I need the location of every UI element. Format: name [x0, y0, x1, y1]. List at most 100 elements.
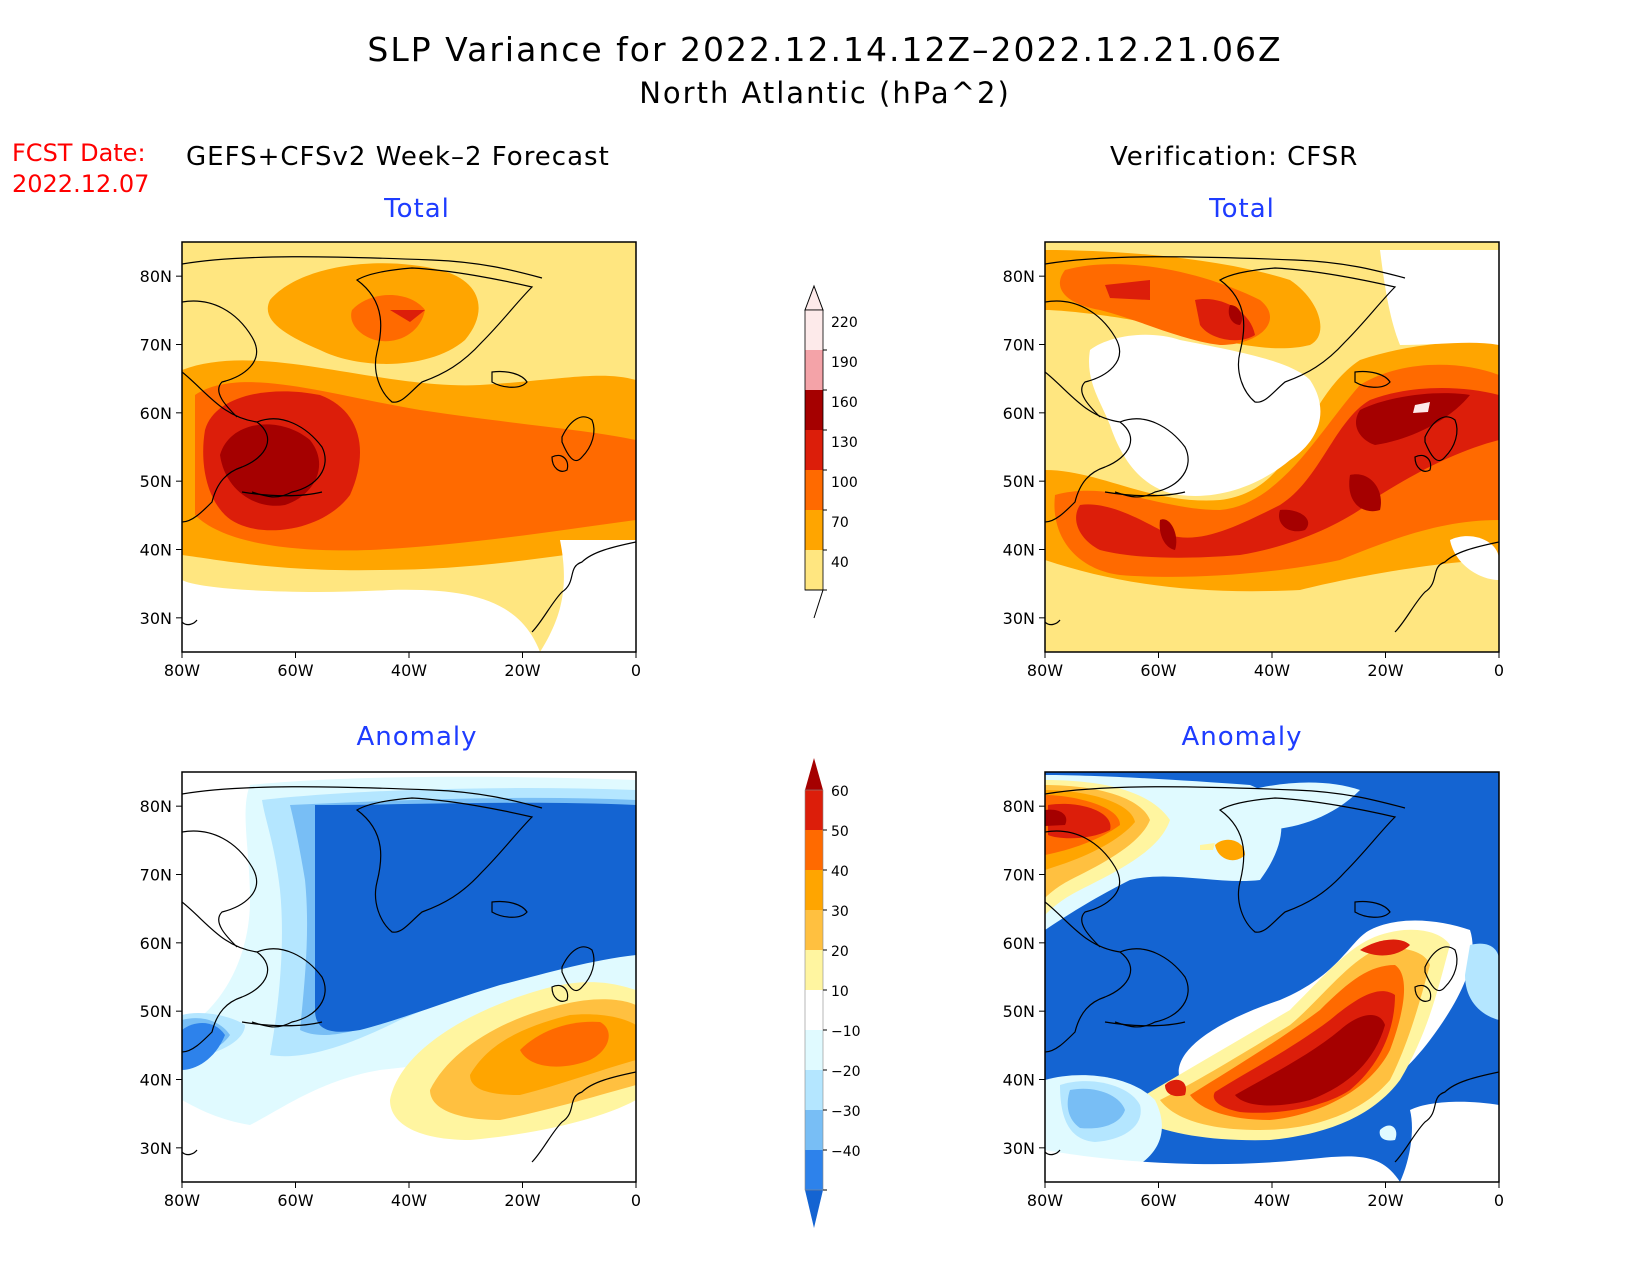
lon-label: 20W	[504, 661, 540, 680]
lat-label: 70N	[1003, 866, 1035, 885]
colorbar-total-label: 40	[831, 555, 849, 571]
lon-label: 0	[1494, 661, 1504, 680]
colorbar-anom-swatch	[805, 1030, 823, 1070]
lat-label: 30N	[140, 609, 172, 628]
lon-label: 80W	[1027, 661, 1063, 680]
lat-label: 80N	[140, 267, 172, 286]
colorbar-anom-label: 50	[831, 824, 849, 840]
lat-label: 30N	[1003, 609, 1035, 628]
lat-label: 50N	[1003, 1002, 1035, 1021]
colorbar-anom-swatch	[805, 790, 823, 830]
colorbar-total-label: 70	[831, 515, 849, 531]
lon-label: 60W	[277, 1191, 313, 1210]
colorbar-total-swatch	[805, 310, 823, 350]
lat-label: 50N	[1003, 472, 1035, 491]
fcst-date: 2022.12.07	[12, 170, 150, 198]
colorbar-anom-label: 20	[831, 944, 849, 960]
lon-label: 0	[631, 1191, 641, 1210]
panel-title-anomaly-forecast: Anomaly	[356, 722, 478, 752]
lon-label: 20W	[1367, 661, 1403, 680]
colorbar-anom-swatch	[805, 950, 823, 990]
colorbar-total-swatch	[805, 510, 823, 550]
axes-layer: 80N 70N 60N 50N 40N 30N 80W 60W 40W 20W 0 80N 70N 60N…	[140, 267, 1504, 1210]
colorbar-total-swatch	[805, 550, 823, 590]
colorbar-total-label: 220	[831, 315, 858, 331]
colorbar-total-bottom-cap	[805, 589, 824, 619]
colorbar-anom-label: 60	[831, 784, 849, 800]
lat-label: 80N	[140, 797, 172, 816]
lat-label: 40N	[1003, 1071, 1035, 1090]
panel-title-total-verification: Total	[1209, 194, 1275, 224]
lat-label: 80N	[1003, 797, 1035, 816]
colorbar-anom-bottom-triangle	[805, 1190, 823, 1228]
lat-label: 40N	[140, 1071, 172, 1090]
colorbar-anom-swatch	[805, 910, 823, 950]
colorbar-total-swatch	[805, 350, 823, 390]
lon-label: 0	[631, 661, 641, 680]
lon-label: 40W	[391, 1191, 427, 1210]
lat-label: 30N	[140, 1139, 172, 1158]
lon-label: 60W	[1140, 661, 1176, 680]
forecast-date-block: FCST Date: 2022.12.07	[12, 138, 149, 200]
lat-label: 30N	[1003, 1139, 1035, 1158]
lon-label: 40W	[1254, 1191, 1290, 1210]
panel-title-anomaly-verification: Anomaly	[1181, 722, 1303, 752]
colorbar-total-top-cap	[804, 284, 824, 311]
colorbar-anom-swatch	[805, 870, 823, 910]
colorbar-anom-swatch	[805, 1070, 823, 1110]
lat-label: 70N	[140, 336, 172, 355]
lat-label: 70N	[1003, 336, 1035, 355]
panel-title-total-forecast: Total	[384, 194, 450, 224]
verification-anomaly-map	[1045, 772, 1499, 1182]
lon-label: 20W	[1367, 1191, 1403, 1210]
lat-label: 40N	[1003, 541, 1035, 560]
lon-label: 40W	[1254, 661, 1290, 680]
colorbar-total-label: 190	[831, 355, 858, 371]
lon-label: 20W	[504, 1191, 540, 1210]
lon-label: 40W	[391, 661, 427, 680]
colorbar-anom-swatch	[805, 830, 823, 870]
colorbar-anom-label: 30	[831, 904, 849, 920]
lat-label: 60N	[140, 404, 172, 423]
lat-label: 60N	[140, 934, 172, 953]
colorbar-total-swatch	[805, 430, 823, 470]
colorbar-anom-label: −20	[831, 1064, 861, 1080]
colorbar-anom-swatch	[805, 990, 823, 1030]
lat-label: 50N	[140, 1002, 172, 1021]
colorbar-total-label: 130	[831, 435, 858, 451]
forecast-anomaly-map	[182, 772, 636, 1182]
lat-label: 60N	[1003, 934, 1035, 953]
fcst-label: FCST Date:	[12, 139, 146, 167]
colorbar-anom-label: 10	[831, 984, 849, 1000]
colorbar-anom-label: 40	[831, 864, 849, 880]
colorbar-total-swatch	[805, 470, 823, 510]
lat-label: 80N	[1003, 267, 1035, 286]
colorbar-total-frame	[804, 309, 824, 591]
chart-subtitle: North Atlantic (hPa^2)	[639, 76, 1011, 110]
colorbar-anom-swatch	[805, 1150, 823, 1190]
forecast-header: GEFS+CFSv2 Week–2 Forecast	[186, 142, 610, 172]
lat-label: 40N	[140, 541, 172, 560]
colorbar-total-label: 100	[831, 475, 858, 491]
lon-label: 80W	[1027, 1191, 1063, 1210]
verification-total-map	[1045, 242, 1499, 652]
lat-label: 50N	[140, 472, 172, 491]
lat-label: 70N	[140, 866, 172, 885]
lon-label: 60W	[277, 661, 313, 680]
colorbar-total-swatch	[805, 390, 823, 430]
colorbar-anom-swatch	[805, 1110, 823, 1150]
lon-label: 80W	[164, 1191, 200, 1210]
lon-label: 80W	[164, 661, 200, 680]
forecast-total-map	[182, 242, 636, 652]
colorbar-anom-label: −40	[831, 1144, 861, 1160]
colorbar-total: 220 190 160 130 100 70 40	[804, 284, 858, 619]
colorbar-anom-label: −30	[831, 1104, 861, 1120]
colorbar-anom-top-triangle	[805, 758, 823, 790]
chart-title: SLP Variance for 2022.12.14.12Z–2022.12.…	[367, 30, 1283, 69]
colorbar-anom-label: −10	[831, 1024, 861, 1040]
colorbar-total-label: 160	[831, 395, 858, 411]
lon-label: 0	[1494, 1191, 1504, 1210]
colorbar-anomaly: 60 50 40 30 20 10 −10 −20 −30 −40	[804, 758, 861, 1228]
lat-label: 60N	[1003, 404, 1035, 423]
